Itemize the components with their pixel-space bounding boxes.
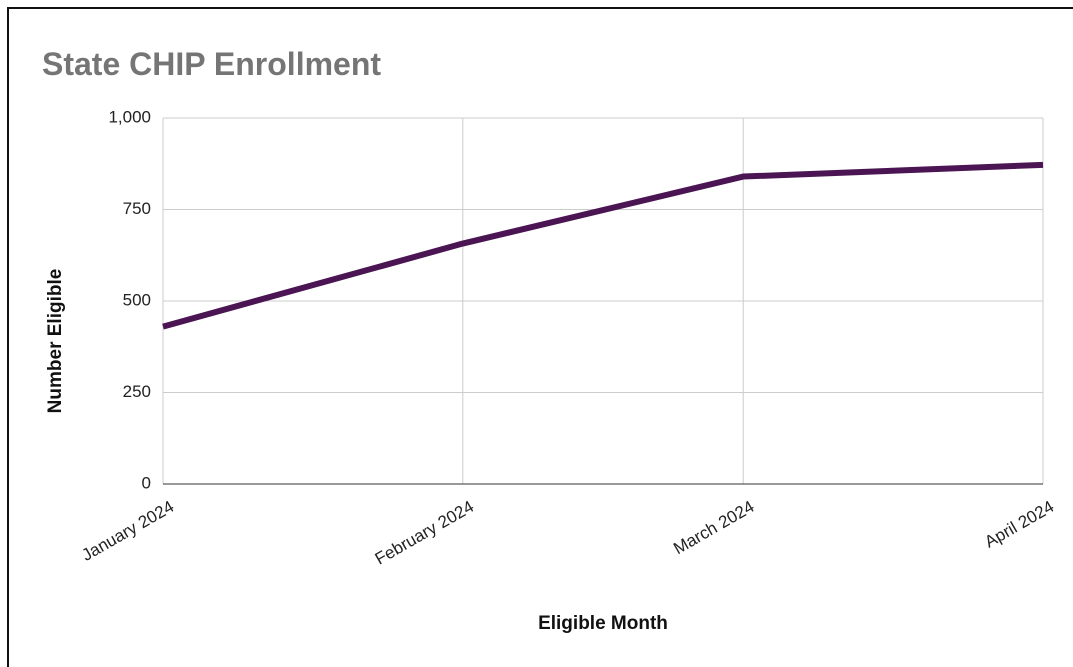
y-tick-label: 500	[123, 290, 151, 309]
data-line	[162, 161, 1044, 330]
y-tick-label: 750	[123, 199, 151, 218]
y-tick-label: 250	[123, 382, 151, 401]
frame	[7, 7, 1073, 667]
y-tick-label: 0	[142, 473, 151, 492]
x-axis-title: Eligible Month	[538, 613, 668, 634]
y-axis-title: Number Eligible	[45, 269, 66, 414]
y-tick-label: 1,000	[108, 107, 151, 126]
chart-title: State CHIP Enrollment	[42, 46, 381, 82]
